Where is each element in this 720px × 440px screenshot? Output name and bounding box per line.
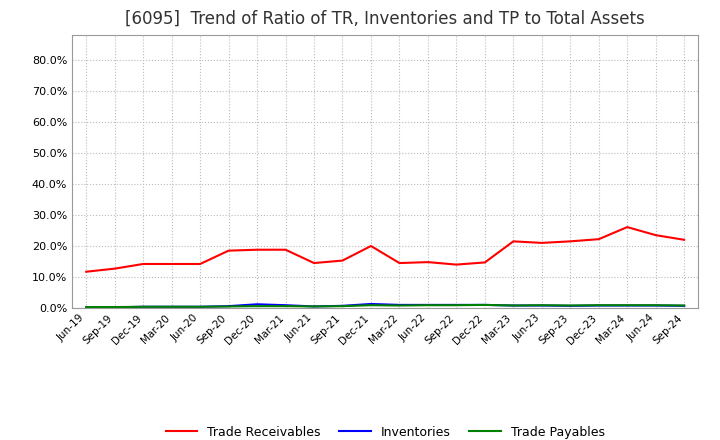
Inventories xyxy=(310,304,318,309)
Inventories xyxy=(537,303,546,308)
Inventories xyxy=(566,303,575,308)
Inventories xyxy=(338,303,347,308)
Trade Payables xyxy=(480,302,489,308)
Inventories xyxy=(480,302,489,308)
Trade Payables xyxy=(623,303,631,308)
Inventories xyxy=(595,303,603,308)
Trade Receivables xyxy=(566,239,575,244)
Trade Payables xyxy=(595,303,603,308)
Inventories xyxy=(652,303,660,308)
Trade Receivables xyxy=(82,269,91,275)
Trade Payables xyxy=(395,303,404,308)
Trade Payables xyxy=(652,303,660,308)
Trade Receivables xyxy=(139,261,148,267)
Trade Payables xyxy=(310,304,318,309)
Trade Payables xyxy=(366,303,375,308)
Line: Trade Payables: Trade Payables xyxy=(86,305,684,307)
Title: [6095]  Trend of Ratio of TR, Inventories and TP to Total Assets: [6095] Trend of Ratio of TR, Inventories… xyxy=(125,10,645,28)
Trade Payables xyxy=(253,304,261,309)
Trade Payables xyxy=(509,303,518,308)
Trade Payables xyxy=(139,304,148,309)
Trade Payables xyxy=(537,303,546,308)
Inventories xyxy=(680,303,688,308)
Trade Receivables xyxy=(338,258,347,263)
Trade Receivables xyxy=(310,260,318,266)
Inventories xyxy=(366,301,375,307)
Trade Receivables xyxy=(282,247,290,253)
Inventories xyxy=(395,302,404,308)
Legend: Trade Receivables, Inventories, Trade Payables: Trade Receivables, Inventories, Trade Pa… xyxy=(161,421,610,440)
Trade Receivables xyxy=(480,260,489,265)
Trade Payables xyxy=(423,303,432,308)
Trade Receivables xyxy=(395,260,404,266)
Trade Receivables xyxy=(623,224,631,230)
Trade Payables xyxy=(452,303,461,308)
Trade Payables xyxy=(110,304,119,310)
Inventories xyxy=(82,305,91,310)
Trade Receivables xyxy=(652,232,660,238)
Inventories xyxy=(423,302,432,308)
Inventories xyxy=(139,304,148,309)
Inventories xyxy=(225,304,233,309)
Trade Receivables xyxy=(225,248,233,253)
Trade Payables xyxy=(225,304,233,309)
Trade Receivables xyxy=(423,260,432,265)
Inventories xyxy=(167,304,176,309)
Trade Receivables xyxy=(253,247,261,253)
Inventories xyxy=(110,305,119,310)
Inventories xyxy=(196,304,204,309)
Trade Payables xyxy=(680,303,688,308)
Inventories xyxy=(282,303,290,308)
Trade Receivables xyxy=(167,261,176,267)
Inventories xyxy=(253,302,261,307)
Inventories xyxy=(452,302,461,308)
Line: Inventories: Inventories xyxy=(86,304,684,308)
Trade Payables xyxy=(196,304,204,309)
Trade Payables xyxy=(282,304,290,309)
Trade Receivables xyxy=(110,266,119,271)
Trade Payables xyxy=(566,303,575,308)
Trade Receivables xyxy=(595,237,603,242)
Inventories xyxy=(509,303,518,308)
Trade Payables xyxy=(167,304,176,309)
Trade Receivables xyxy=(537,240,546,246)
Trade Receivables xyxy=(509,239,518,244)
Trade Receivables xyxy=(366,243,375,249)
Trade Payables xyxy=(338,304,347,309)
Inventories xyxy=(623,303,631,308)
Trade Receivables xyxy=(452,262,461,267)
Trade Receivables xyxy=(680,237,688,242)
Line: Trade Receivables: Trade Receivables xyxy=(86,227,684,272)
Trade Payables xyxy=(82,304,91,310)
Trade Receivables xyxy=(196,261,204,267)
